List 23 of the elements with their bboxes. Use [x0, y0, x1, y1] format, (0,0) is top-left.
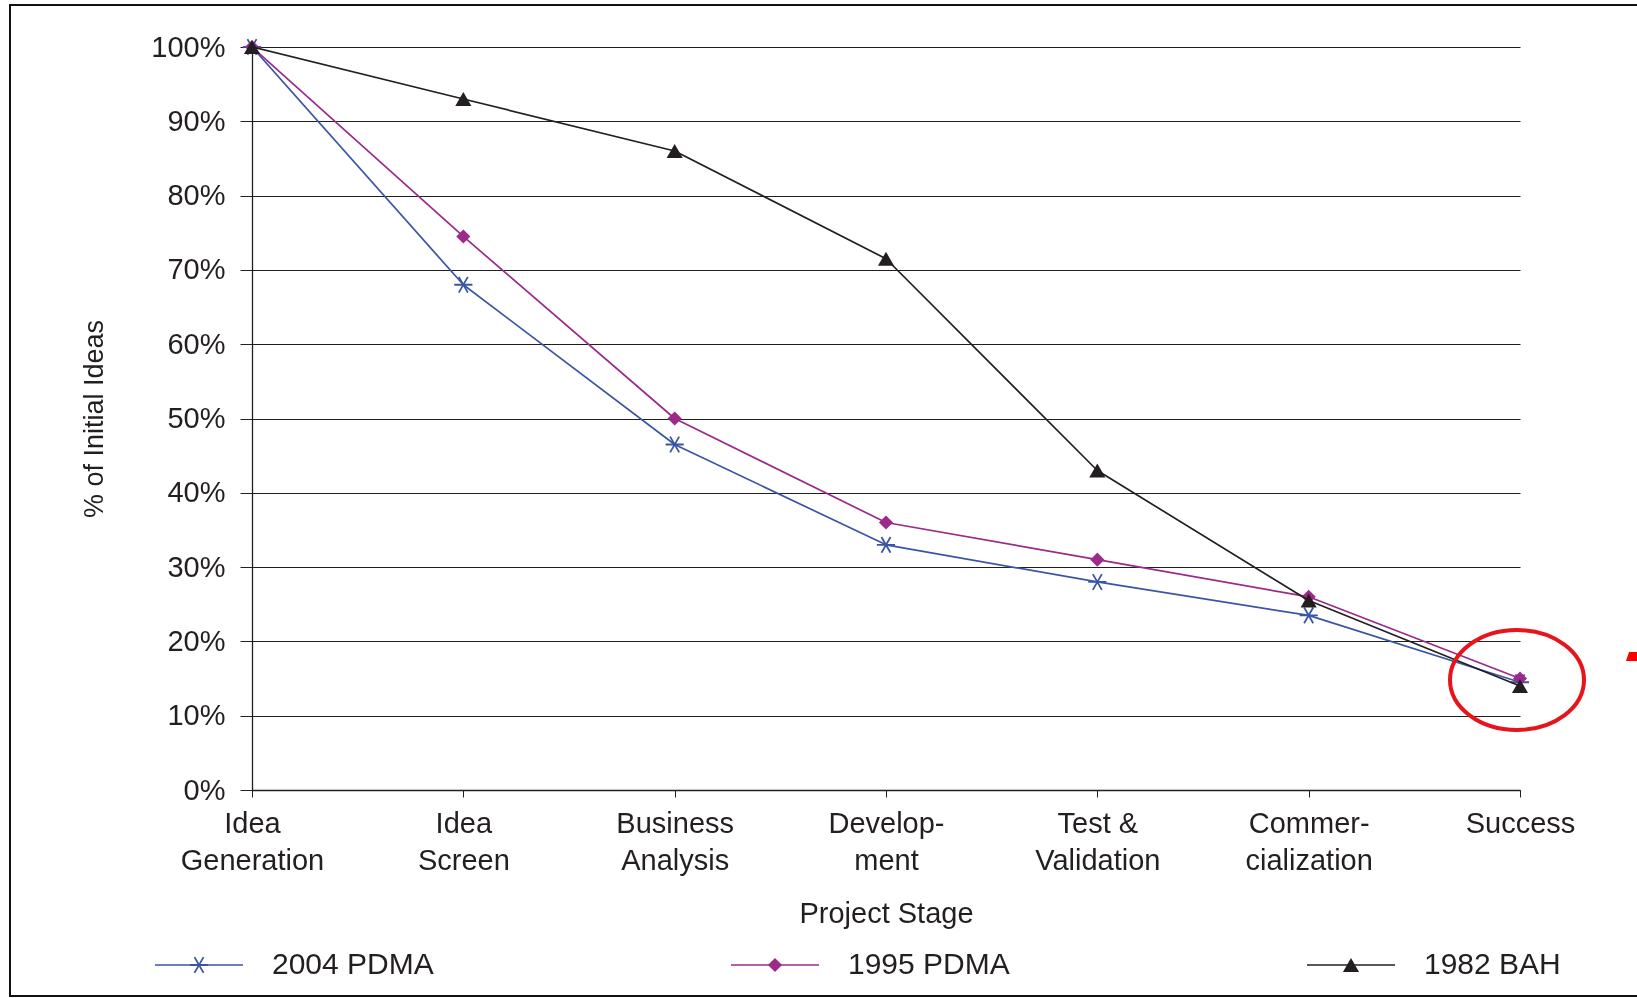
- x-tick-label: Business Analysis: [616, 806, 734, 876]
- x-tick-label: Idea Generation: [180, 806, 325, 876]
- x-tick-label: Develop- ment: [828, 806, 945, 876]
- y-axis-title: % of Initial Ideas: [79, 319, 110, 519]
- y-tick-label: 40%: [167, 476, 226, 509]
- y-tick-label: 70%: [167, 253, 226, 286]
- y-tick-label: 100%: [151, 30, 226, 63]
- y-tick-label: 80%: [167, 179, 226, 212]
- x-tick-label: Commer- cialization: [1245, 806, 1373, 876]
- y-tick-label: 0%: [183, 773, 226, 806]
- legend-label: 2004 PDMA: [272, 947, 434, 980]
- y-tick-label: 20%: [167, 624, 226, 657]
- y-tick-label: 10%: [167, 699, 226, 732]
- legend-label: 1982 BAH: [1424, 947, 1561, 980]
- y-tick-label: 90%: [167, 104, 226, 137]
- y-tick-label: 60%: [167, 327, 226, 360]
- x-tick-label: Idea Screen: [417, 806, 510, 876]
- legend-label: 1995 PDMA: [848, 947, 1010, 980]
- y-tick-label: 30%: [167, 550, 226, 583]
- y-tick-label: 50%: [167, 402, 226, 434]
- x-tick-label: Test & Validation: [1035, 806, 1161, 876]
- x-tick-label: Success: [1465, 806, 1576, 839]
- x-axis-title: Project Stage: [799, 896, 974, 929]
